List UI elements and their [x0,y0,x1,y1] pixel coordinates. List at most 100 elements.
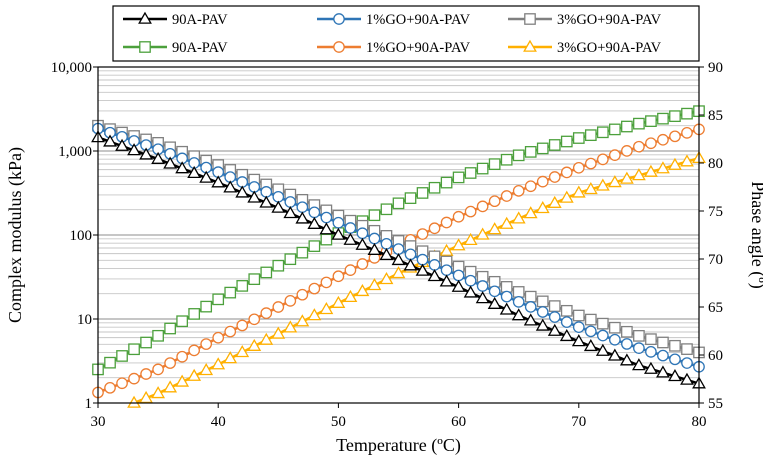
x-tick-label: 40 [211,414,226,430]
right-tick-label: 60 [708,348,723,364]
data-point-marker [583,338,598,352]
legend-item: 1%GO+90A-PAV [317,40,471,56]
data-point-marker [283,320,298,333]
data-point-marker [572,321,585,333]
data-point-marker [536,295,549,308]
data-point-marker [284,253,297,266]
data-point-marker [440,264,453,277]
data-point-marker [548,139,561,151]
data-point-marker [644,164,658,177]
data-point-marker [139,390,153,404]
data-point-marker [235,345,250,358]
data-point-marker [609,149,621,161]
legend-marker [524,13,536,25]
data-point-marker [403,258,418,271]
data-point-marker [344,264,357,276]
data-point-marker [499,216,514,229]
data-point-marker [571,185,586,198]
data-point-marker [320,276,333,289]
data-point-marker [547,195,562,208]
data-point-marker [656,365,670,378]
data-point-marker [500,281,513,293]
data-point-marker [560,304,573,317]
right-tick-label: 85 [708,108,723,124]
data-point-marker [392,197,405,210]
data-point-marker [633,342,645,354]
data-point-marker [296,201,309,214]
series-2 [92,122,705,373]
legend-label: 1%GO+90A-PAV [366,40,471,56]
data-point-marker [224,286,237,299]
legend-item: 90A-PAV [123,40,228,56]
data-point-marker [308,206,321,219]
legend-item: 3%GO+90A-PAV [508,39,662,56]
left-tick-label: 100 [70,228,93,244]
data-point-marker [307,216,322,229]
data-point-marker [332,270,345,283]
data-point-marker [488,285,501,298]
data-point-marker [308,282,321,295]
data-point-marker [104,356,116,369]
data-point-marker [128,343,140,356]
data-point-marker [464,167,477,179]
data-point-marker [523,206,538,219]
data-point-marker [633,117,645,130]
data-point-marker [332,216,345,229]
data-point-marker [547,323,562,336]
data-point-marker [451,279,466,292]
data-point-marker [572,132,585,144]
legend-marker [139,41,151,53]
data-point-marker [584,325,597,338]
data-point-marker [188,344,201,357]
data-point-marker [368,209,381,222]
data-point-marker [571,334,586,347]
data-point-marker [559,328,574,342]
data-point-marker [248,313,261,326]
data-point-marker [645,115,657,127]
data-point-marker [296,246,309,259]
data-point-marker [344,222,357,234]
right-tick-label: 75 [708,204,723,220]
data-point-marker [657,112,669,125]
data-point-marker [163,156,178,169]
data-point-marker [535,318,550,331]
legend-label: 3%GO+90A-PAV [557,40,662,56]
data-point-marker [427,269,442,282]
right-axis-ticks: 55 60 65 70 75 80 85 90 [699,60,723,412]
data-point-marker [681,127,693,139]
data-point-marker [596,126,609,139]
data-point-marker [535,201,550,214]
left-tick-label: 10,000 [51,60,92,76]
data-point-marker [559,190,574,203]
data-point-marker [140,336,152,349]
data-point-marker [164,322,176,335]
data-point-marker [512,149,525,162]
data-point-marker [260,307,273,319]
data-point-marker [416,187,429,199]
data-point-marker [584,313,597,326]
data-point-marker [199,363,214,376]
data-point-marker [596,153,609,166]
data-point-marker [151,386,166,399]
legend-box [112,5,700,62]
data-point-marker [272,190,285,203]
plot-series [91,105,706,408]
data-point-marker [439,274,454,287]
data-point-marker [451,238,466,251]
data-point-marker [523,313,538,326]
legend-marker [333,41,345,53]
right-tick-label: 55 [708,396,723,412]
data-point-marker [511,211,526,224]
data-point-marker [259,195,274,208]
data-point-marker [633,330,645,342]
data-point-marker [272,259,285,272]
data-point-marker [524,290,537,303]
data-point-marker [127,143,141,156]
x-tick-label: 70 [571,414,586,430]
data-point-marker [669,353,681,366]
data-point-marker [621,145,633,157]
data-point-marker [583,181,598,195]
data-point-marker [524,301,537,313]
data-point-marker [260,266,273,279]
data-point-marker [200,300,213,313]
